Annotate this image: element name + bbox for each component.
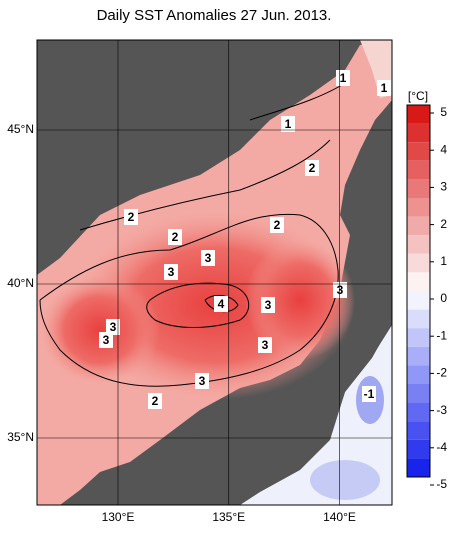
- map-area: [37, 40, 392, 505]
- contour-label-box: [201, 250, 215, 266]
- colorbar-cell: [407, 179, 430, 198]
- contour-label: 3: [199, 374, 206, 388]
- contour-label-box: [362, 386, 376, 402]
- contour-label: 4: [218, 297, 225, 311]
- map-title: Daily SST Anomalies 27 Jun. 2013.: [97, 7, 332, 24]
- contour-label-box: [333, 282, 347, 298]
- contour-label-box: [258, 337, 272, 353]
- colorbar-cell: [407, 402, 430, 422]
- contour-label: 3: [110, 320, 117, 334]
- colorbar-cell: [407, 198, 430, 217]
- colorbar-cell: [407, 439, 430, 459]
- colorbar-cell: [407, 160, 430, 180]
- colorbar-frame: [406, 104, 431, 478]
- colorbar-cell: [407, 421, 430, 440]
- colorbar-cell: [407, 328, 430, 347]
- colorbar-cell: [407, 253, 430, 273]
- contour-label-box: [164, 264, 178, 280]
- contour-label: 2: [309, 161, 316, 175]
- colorbar-unit: [°C]: [408, 89, 428, 103]
- contour-label: 3: [103, 333, 110, 347]
- colorbar-cell: [407, 105, 430, 124]
- colorbar-cell: [407, 142, 430, 161]
- colorbar-cell: [407, 458, 430, 477]
- colorbar-cell: [407, 235, 430, 254]
- contour-label: 1: [340, 71, 347, 85]
- contour-label-box: [214, 296, 228, 312]
- colorbar-label: -5: [436, 477, 447, 491]
- japan: [180, 100, 392, 505]
- contour-label-box: [377, 80, 391, 96]
- colorbar-label: 2: [440, 217, 447, 231]
- contour-label-box: [195, 373, 209, 389]
- warm-core: [245, 240, 355, 360]
- colorbar-cell: [407, 384, 430, 403]
- colorbar-label: -2: [436, 366, 447, 380]
- contour-label: 1: [381, 81, 388, 95]
- contour-label-box: [106, 319, 120, 335]
- contour-label: 3: [168, 265, 175, 279]
- contour-label-box: [99, 332, 113, 348]
- contour-label-box: [305, 160, 319, 176]
- colorbar-label: 1: [440, 254, 447, 268]
- contour-label-box: [124, 209, 138, 225]
- warm-core: [40, 275, 160, 385]
- contour-label-box: [261, 297, 275, 313]
- contour-label-box: [148, 393, 162, 409]
- colorbar-label: 3: [440, 180, 447, 194]
- colorbar-label: -1: [436, 328, 447, 342]
- pacific: [240, 325, 392, 505]
- lat-label: 35°N: [7, 430, 34, 444]
- contour-label-box: [281, 116, 295, 132]
- contour-label-box: [270, 217, 284, 233]
- contour-label: 3: [205, 251, 212, 265]
- lat-label: 45°N: [7, 122, 34, 136]
- contour-label: 3: [262, 338, 269, 352]
- cold-patch: [310, 460, 380, 500]
- colorbar-cell: [407, 272, 430, 291]
- colorbar-cell: [407, 216, 430, 236]
- contours: [39, 79, 351, 387]
- lon-label: 130°E: [102, 510, 135, 524]
- lat-label: 40°N: [7, 276, 34, 290]
- colorbar-label: -3: [436, 403, 447, 417]
- contour-label: 2: [172, 230, 179, 244]
- contour-label: 2: [152, 394, 159, 408]
- contour-label: 3: [337, 283, 344, 297]
- contour-label: 1: [285, 117, 292, 131]
- map-frame: [36, 39, 393, 506]
- contour-label: 2: [128, 210, 135, 224]
- lon-label: 140°E: [323, 510, 356, 524]
- contour-label: -1: [364, 387, 375, 401]
- colorbar-cell: [407, 309, 430, 329]
- lon-label: 135°E: [212, 510, 245, 524]
- contour-label-box: [168, 229, 182, 245]
- contour-label: 2: [274, 218, 281, 232]
- contour-label: 3: [265, 298, 272, 312]
- colorbar-cell: [407, 365, 430, 384]
- colorbar-label: 0: [440, 291, 447, 305]
- colorbar-label: 5: [440, 105, 447, 119]
- colorbar-label: 4: [440, 142, 447, 156]
- colorbar-cell: [407, 346, 430, 366]
- colorbar-cell: [407, 291, 430, 310]
- colorbar-cell: [407, 123, 430, 143]
- colorbar-label: -4: [436, 440, 447, 454]
